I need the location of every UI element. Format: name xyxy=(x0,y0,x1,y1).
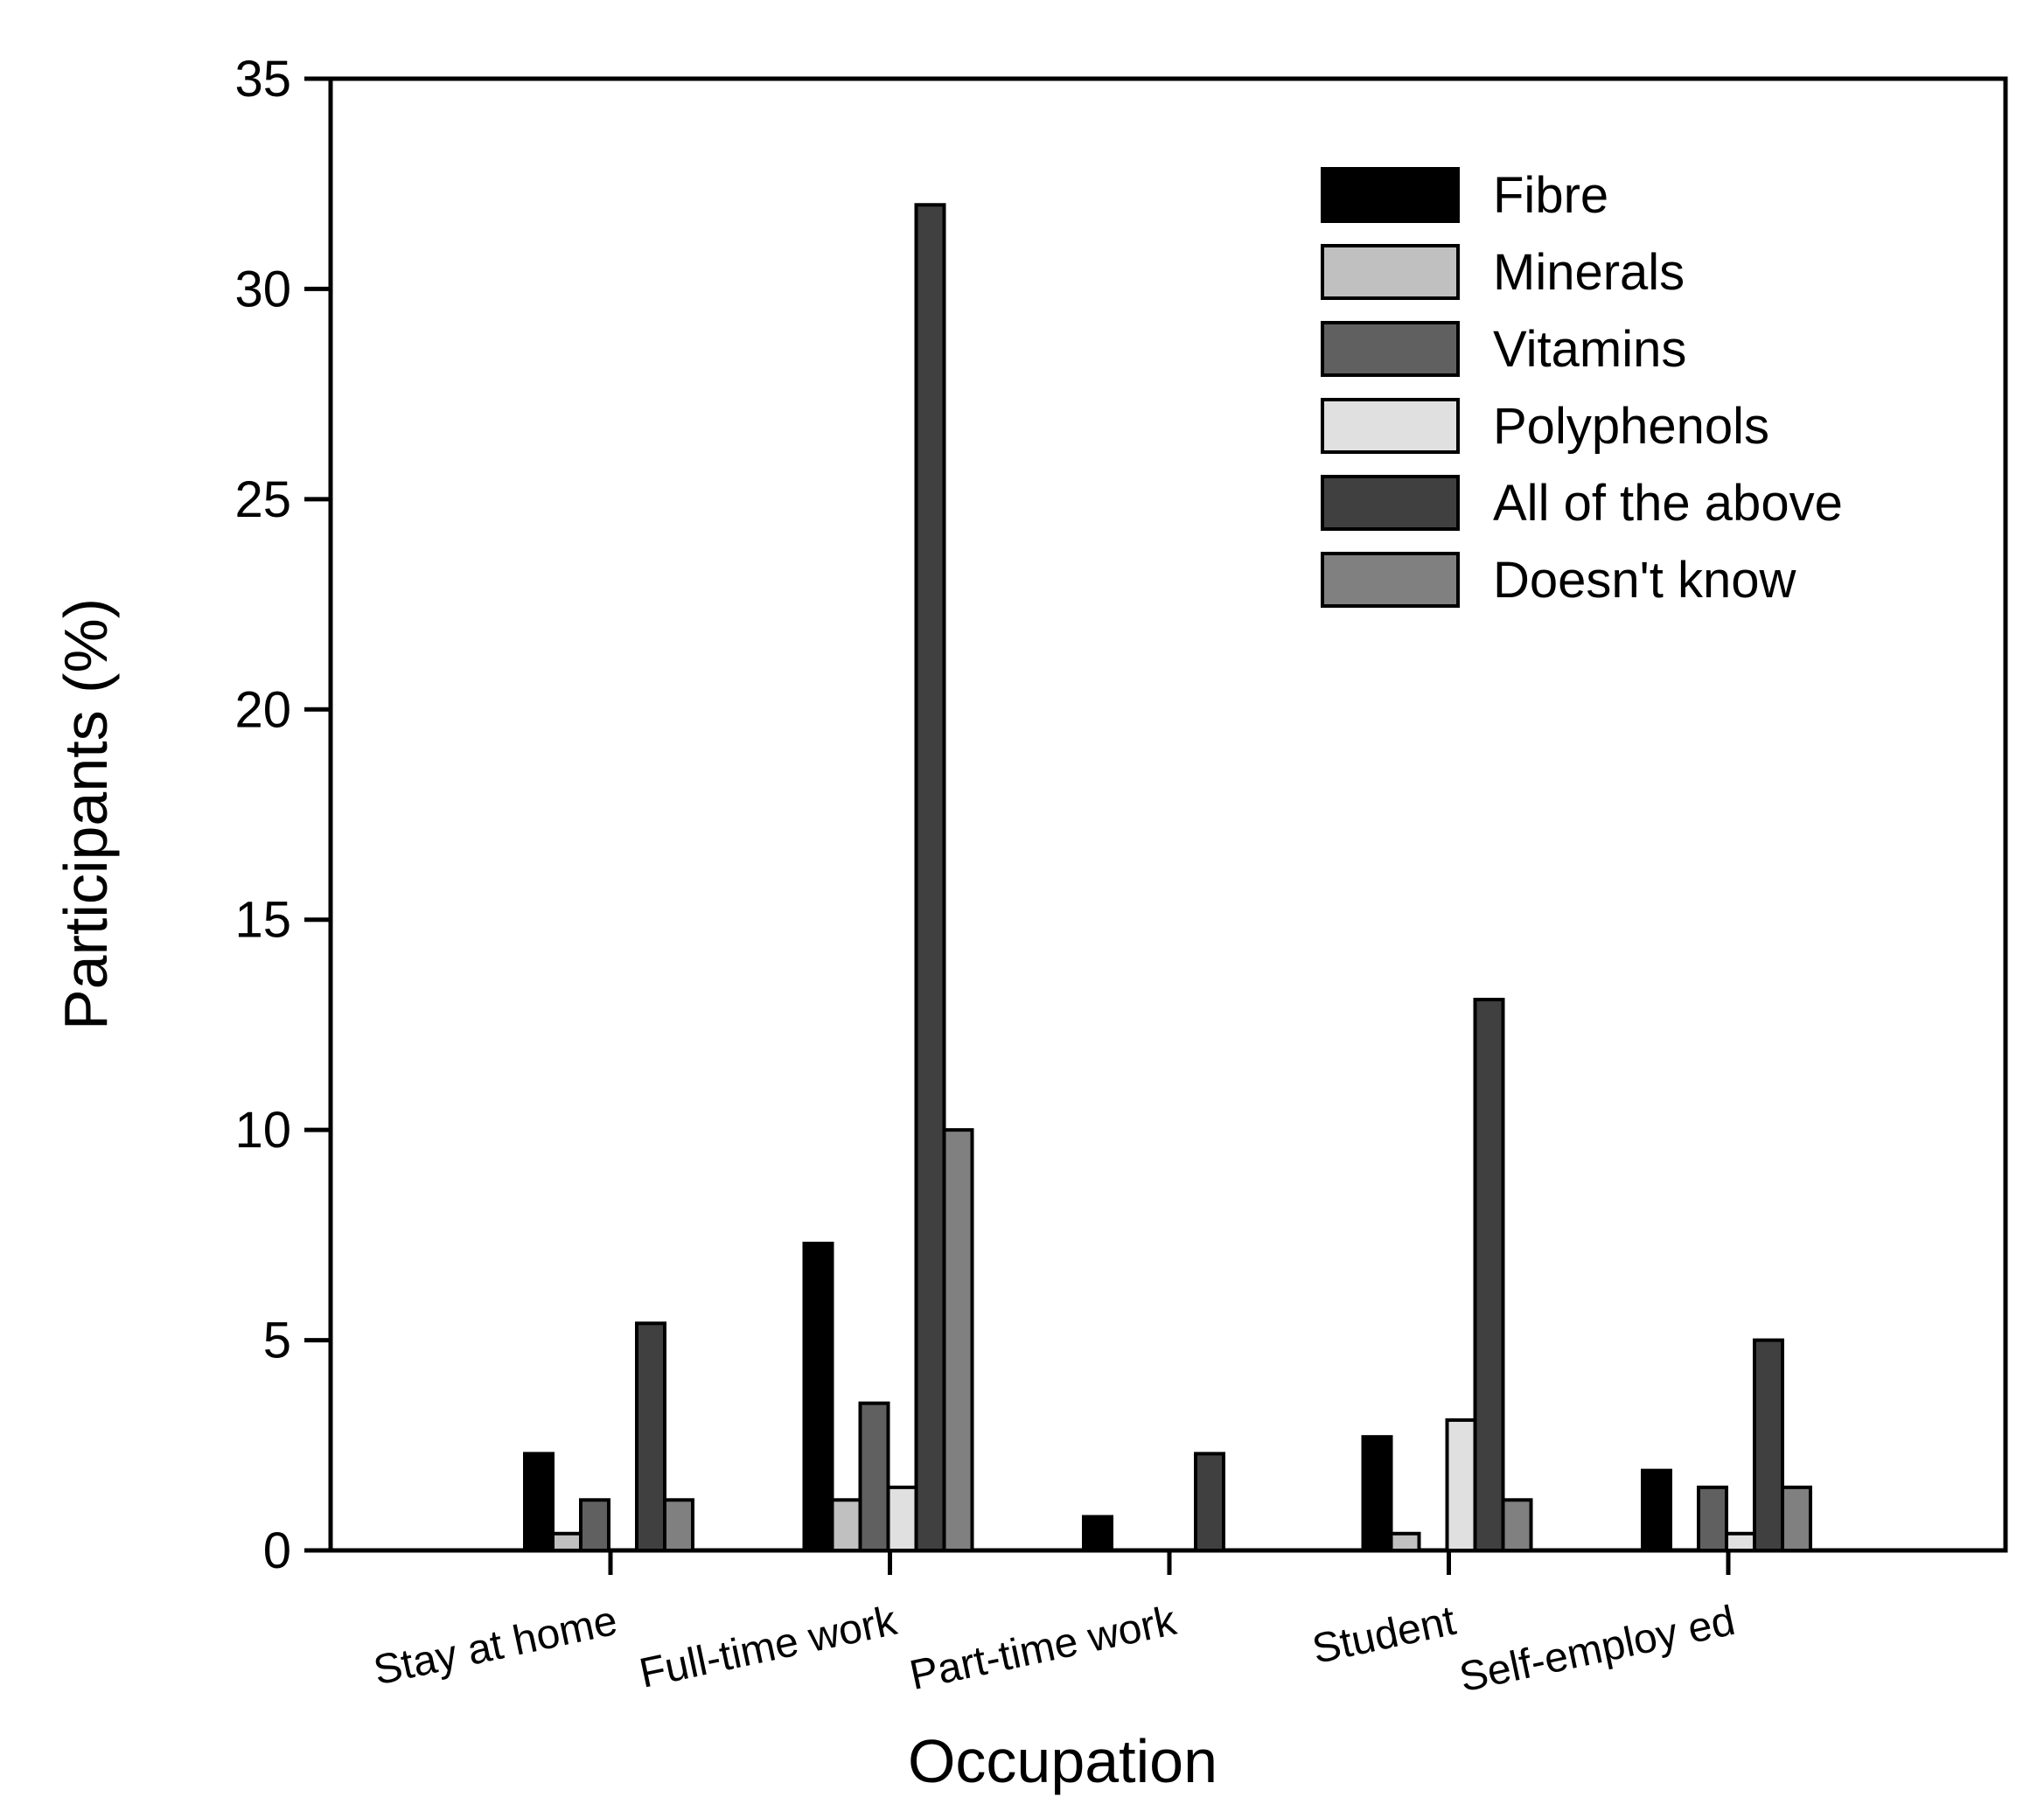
bar-doesn-t-know-0 xyxy=(663,1498,694,1552)
bar-vitamins-0 xyxy=(579,1498,610,1552)
bar-all-of-the-above-0 xyxy=(635,1321,666,1553)
bar-polyphenols-1 xyxy=(886,1485,918,1553)
x-category-label: Full-time work xyxy=(636,1598,902,1697)
x-axis-title: Occupation xyxy=(908,1727,1217,1795)
y-tick-label: 10 xyxy=(234,1102,291,1159)
legend-swatch xyxy=(1321,244,1460,300)
legend-label: Fibre xyxy=(1493,167,1608,224)
bar-all-of-the-above-3 xyxy=(1473,998,1505,1552)
x-category-label: Student xyxy=(1308,1598,1460,1673)
y-axis: 0 5 10 15 20 25 30 35 xyxy=(234,51,331,1579)
y-tick-label: 25 xyxy=(234,471,291,528)
bar-doesn-t-know-1 xyxy=(942,1128,974,1552)
y-tick-label: 35 xyxy=(234,51,291,108)
legend-swatch xyxy=(1321,475,1460,531)
legend: Fibre Minerals Vitamins Polyphenols All of t… xyxy=(1321,167,1843,609)
legend-swatch xyxy=(1321,167,1460,223)
legend-label: Vitamins xyxy=(1493,321,1686,378)
bar-fibre-4 xyxy=(1641,1468,1672,1552)
bar-fibre-0 xyxy=(523,1452,555,1552)
bar-all-of-the-above-2 xyxy=(1194,1452,1225,1552)
bar-vitamins-1 xyxy=(858,1401,890,1552)
bar-minerals-3 xyxy=(1389,1531,1421,1553)
bar-fibre-3 xyxy=(1361,1435,1393,1552)
bar-doesn-t-know-3 xyxy=(1501,1498,1533,1552)
bar-fibre-1 xyxy=(802,1241,834,1552)
legend-label: Doesn't know xyxy=(1493,552,1796,609)
legend-swatch xyxy=(1321,321,1460,377)
bar-polyphenols-4 xyxy=(1725,1531,1756,1553)
x-category-label: Self-employ ed xyxy=(1455,1598,1739,1701)
y-tick-label: 0 xyxy=(263,1522,291,1579)
x-category-label: Part-time work xyxy=(906,1598,1182,1699)
bar-minerals-1 xyxy=(830,1498,862,1552)
x-category-label: Stay at home xyxy=(370,1598,622,1695)
y-tick-label: 20 xyxy=(234,681,291,738)
bar-vitamins-4 xyxy=(1697,1485,1728,1553)
bar-fibre-2 xyxy=(1082,1515,1113,1552)
legend-swatch xyxy=(1321,552,1460,608)
legend-label: Minerals xyxy=(1493,244,1685,301)
bar-polyphenols-3 xyxy=(1445,1417,1477,1553)
bar-doesn-t-know-4 xyxy=(1781,1485,1812,1553)
x-axis: Stay at home Full-time work Part-time work… xyxy=(370,1550,1739,1701)
y-tick-label: 30 xyxy=(234,261,291,317)
bar-all-of-the-above-4 xyxy=(1753,1338,1784,1552)
y-axis-title: Participants (%) xyxy=(52,598,120,1030)
bars-group xyxy=(523,203,1812,1553)
legend-label: Polyphenols xyxy=(1493,398,1769,455)
y-tick-label: 5 xyxy=(263,1313,291,1369)
bar-all-of-the-above-1 xyxy=(914,203,946,1552)
bar-minerals-0 xyxy=(551,1531,583,1553)
y-tick-label: 15 xyxy=(234,892,291,949)
legend-label: All of the above xyxy=(1493,475,1843,532)
plot-frame xyxy=(328,76,2008,1553)
legend-swatch xyxy=(1321,398,1460,454)
